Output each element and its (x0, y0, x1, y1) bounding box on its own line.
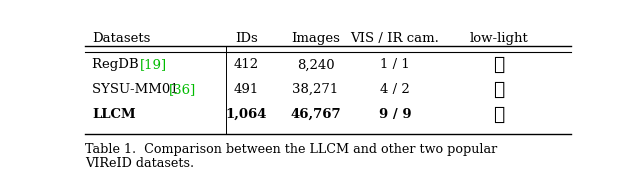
Text: [36]: [36] (169, 83, 196, 96)
Text: 491: 491 (234, 83, 259, 96)
Text: low-light: low-light (470, 32, 529, 45)
Text: 1,064: 1,064 (225, 108, 267, 121)
Text: 9 / 9: 9 / 9 (379, 108, 412, 121)
Text: ✗: ✗ (493, 81, 505, 99)
Text: IDs: IDs (235, 32, 257, 45)
Text: 8,240: 8,240 (297, 58, 335, 71)
Text: 46,767: 46,767 (291, 108, 341, 121)
Text: SYSU-MM01: SYSU-MM01 (92, 83, 183, 96)
Text: 1 / 1: 1 / 1 (380, 58, 410, 71)
Text: VIS / IR cam.: VIS / IR cam. (351, 32, 440, 45)
Text: 4 / 2: 4 / 2 (380, 83, 410, 96)
Text: LLCM: LLCM (92, 108, 136, 121)
Text: ✗: ✗ (493, 56, 505, 74)
Text: 38,271: 38,271 (292, 83, 339, 96)
Text: 412: 412 (234, 58, 259, 71)
Text: RegDB: RegDB (92, 58, 143, 71)
Text: Table 1.  Comparison between the LLCM and other two popular: Table 1. Comparison between the LLCM and… (85, 143, 497, 156)
Text: VIReID datasets.: VIReID datasets. (85, 157, 194, 170)
Text: Datasets: Datasets (92, 32, 151, 45)
Text: ✓: ✓ (493, 105, 505, 124)
Text: [19]: [19] (140, 58, 166, 71)
Text: Images: Images (291, 32, 340, 45)
